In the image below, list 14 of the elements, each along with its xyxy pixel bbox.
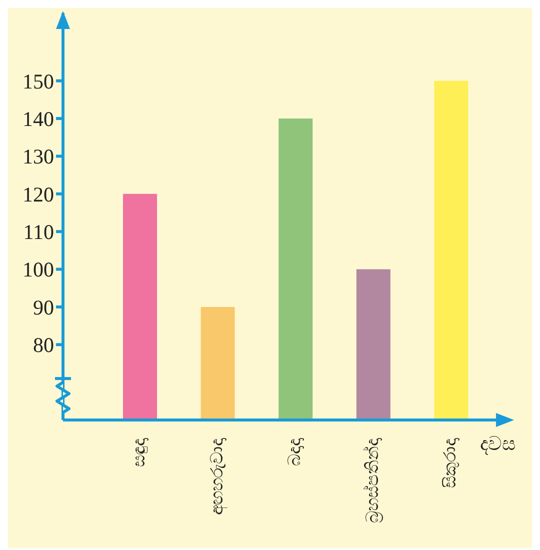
x-axis-title: දවස	[480, 433, 516, 455]
x-tick-label: බ්‍රහස්පතින්දා	[362, 438, 383, 523]
y-tick-label: 110	[23, 220, 54, 244]
y-tick-label: 90	[33, 295, 54, 320]
y-tick-label: 130	[22, 144, 54, 169]
y-tick-label: 150	[22, 69, 54, 94]
x-tick-label: සිකුරාදා	[440, 438, 461, 488]
x-tick-label: අඟහරුවාදා	[207, 438, 228, 515]
y-tick-label: 140	[22, 106, 54, 131]
y-tick-label: 120	[22, 182, 54, 206]
x-tick-label: බදාදා	[285, 438, 306, 466]
y-tick-label: 100	[22, 258, 54, 282]
x-tick-label: සඳුදා	[130, 438, 150, 467]
y-tick-label: 80	[33, 333, 54, 358]
